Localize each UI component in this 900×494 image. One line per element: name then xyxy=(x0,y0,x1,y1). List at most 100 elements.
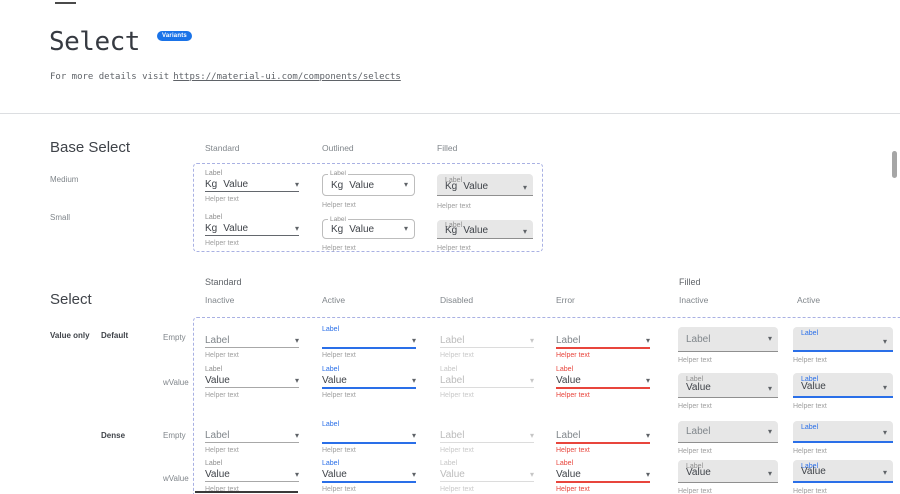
field-underline xyxy=(322,387,416,389)
helper-text: Helper text xyxy=(437,203,471,210)
field-value: Value xyxy=(349,223,375,235)
helper-text: Helper text xyxy=(322,447,356,454)
dropdown-arrow-icon: ▾ xyxy=(882,468,887,477)
helper-text: Helper text xyxy=(793,448,827,455)
field-label: Label xyxy=(205,335,230,346)
helper-text: Helper text xyxy=(205,352,239,359)
field-underline xyxy=(440,387,534,388)
select-input[interactable]: Label Kg Value ▾ xyxy=(437,174,533,196)
field-label: Label xyxy=(686,463,704,470)
helper-text: Helper text xyxy=(205,447,239,454)
field-label: Label xyxy=(556,460,574,467)
vertical-scrollbar-thumb[interactable] xyxy=(892,151,897,178)
dropdown-arrow-icon: ▾ xyxy=(767,384,772,393)
column-header-outlined: Outlined xyxy=(322,143,354,153)
field-label: Label xyxy=(801,376,819,383)
field-label: Label xyxy=(801,424,819,431)
field-label: Label xyxy=(556,430,581,441)
select-input[interactable]: Label▾ xyxy=(440,334,534,347)
helper-text: Helper text xyxy=(678,488,712,494)
row-label-small: Small xyxy=(50,213,71,222)
helper-text: Helper text xyxy=(440,447,474,454)
select-input[interactable]: Label ▾ xyxy=(205,334,299,347)
dropdown-arrow-icon: ▾ xyxy=(294,469,299,479)
dropdown-arrow-icon: ▾ xyxy=(294,335,299,345)
select-input[interactable]: Label Kg Value ▾ xyxy=(437,220,533,239)
field-underline xyxy=(322,347,416,349)
helper-text: Helper text xyxy=(793,403,827,410)
field-underline xyxy=(556,347,650,349)
dropdown-arrow-icon: ▾ xyxy=(294,430,299,440)
field-label: Label xyxy=(440,366,458,373)
dropdown-arrow-icon: ▾ xyxy=(882,383,887,392)
dropdown-arrow-icon: ▾ xyxy=(767,334,772,343)
dropdown-arrow-icon: ▾ xyxy=(411,430,416,440)
field-label: Label xyxy=(440,335,465,346)
field-label: Label xyxy=(801,330,819,337)
variant-group-outline xyxy=(193,317,900,494)
field-label: Label xyxy=(686,333,711,345)
subtitle: For more details visit https://material-u… xyxy=(50,72,401,82)
helper-text: Helper text xyxy=(793,357,827,364)
select-input[interactable]: LabelLabelValue▾ xyxy=(678,460,778,483)
helper-text: Helper text xyxy=(440,392,474,399)
select-input[interactable]: LabelLabelValue▾ xyxy=(793,373,893,398)
helper-text: Helper text xyxy=(793,488,827,494)
select-input[interactable]: Kg Value ▾ xyxy=(322,219,415,239)
select-input[interactable]: LabelLabelValue▾ xyxy=(793,460,893,483)
field-underline xyxy=(322,442,416,444)
field-value: Label xyxy=(440,375,465,386)
input-adornment: Kg xyxy=(331,179,344,191)
field-label: Label xyxy=(686,376,704,383)
dropdown-arrow-icon: ▾ xyxy=(522,183,527,192)
select-input[interactable]: Kg Value ▾ xyxy=(322,174,415,196)
select-input[interactable]: Label▾ xyxy=(322,429,416,442)
helper-text: Helper text xyxy=(322,392,356,399)
helper-text: Helper text xyxy=(556,392,590,399)
field-label: Label xyxy=(445,222,463,229)
select-input[interactable]: Label▾ xyxy=(322,334,416,347)
input-adornment: Kg xyxy=(445,181,458,192)
dropdown-arrow-icon: ▾ xyxy=(645,469,650,479)
docs-link[interactable]: https://material-ui.com/components/selec… xyxy=(173,72,401,82)
row-group-label: Value only xyxy=(50,331,90,340)
page-title: Select xyxy=(49,27,140,57)
select-input[interactable]: LabelLabelValue▾ xyxy=(678,373,778,398)
helper-text: Helper text xyxy=(322,202,356,209)
field-value: Value xyxy=(322,375,347,386)
field-underline xyxy=(205,481,299,482)
field-label: Label xyxy=(322,326,340,333)
helper-text: Helper text xyxy=(440,486,474,493)
variant-group-outline xyxy=(193,163,543,252)
select-input[interactable]: Label▾ xyxy=(556,334,650,347)
field-label: Label xyxy=(322,421,340,428)
dropdown-arrow-icon: ▾ xyxy=(411,335,416,345)
dropdown-arrow-icon: ▾ xyxy=(294,223,299,233)
helper-text: Helper text xyxy=(678,448,712,455)
dropdown-arrow-icon: ▾ xyxy=(767,426,772,436)
field-underline xyxy=(440,442,534,443)
section-divider xyxy=(0,113,900,114)
field-value: Value xyxy=(223,179,249,190)
group-header-standard: Standard xyxy=(205,277,242,287)
select-input[interactable]: Label ▾ xyxy=(205,429,299,442)
select-input[interactable]: Label▾ xyxy=(556,429,650,442)
row-label-medium: Medium xyxy=(50,175,79,184)
select-input[interactable]: Kg Value ▾ xyxy=(205,222,299,235)
select-input[interactable]: Kg Value ▾ xyxy=(205,178,299,191)
field-label: Label xyxy=(205,430,230,441)
select-input[interactable]: Label▾ xyxy=(440,429,534,442)
dropdown-arrow-icon: ▾ xyxy=(522,227,527,236)
